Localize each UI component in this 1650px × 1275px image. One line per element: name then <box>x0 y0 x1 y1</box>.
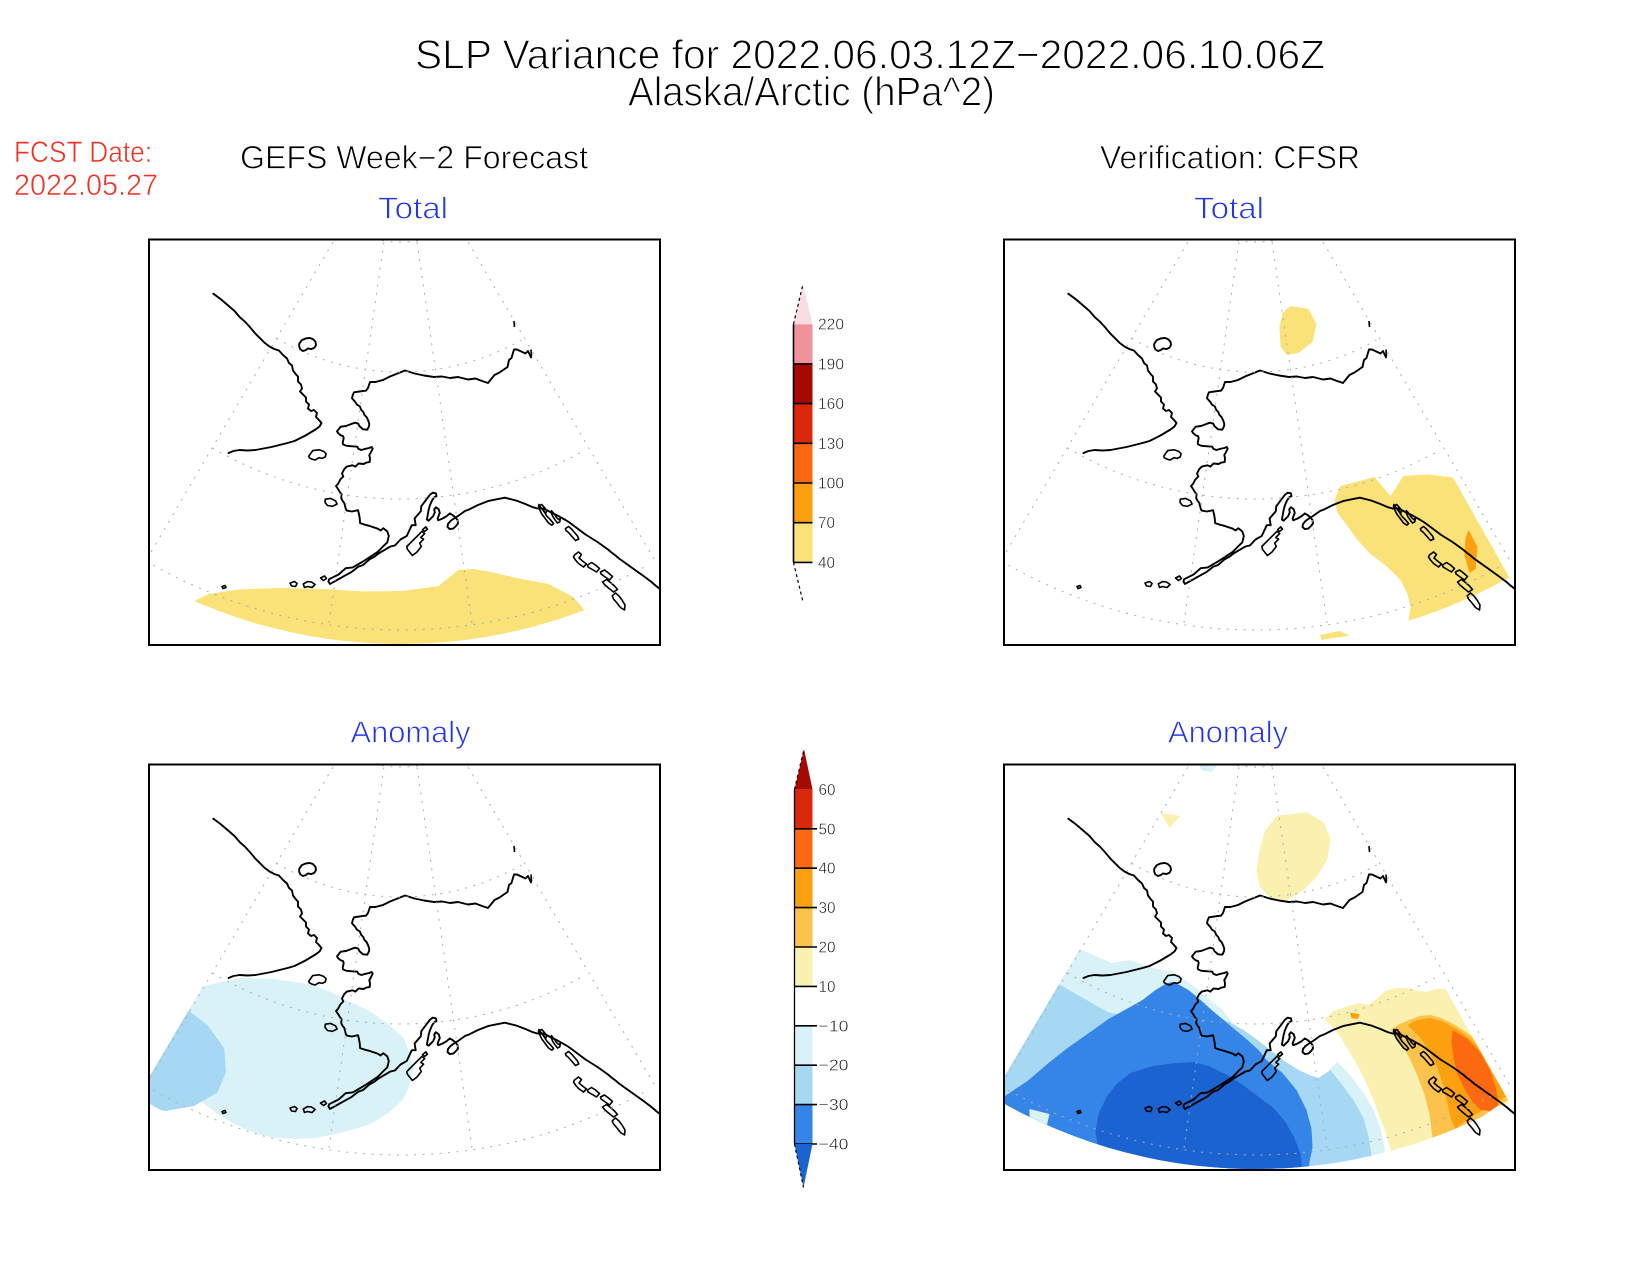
svg-text:FCST Date:: FCST Date: <box>14 136 152 169</box>
svg-text:40: 40 <box>818 555 835 572</box>
svg-text:−40: −40 <box>819 1137 849 1154</box>
svg-text:30: 30 <box>819 900 836 917</box>
svg-text:Total: Total <box>1194 191 1264 226</box>
svg-text:220: 220 <box>818 317 844 334</box>
svg-text:60: 60 <box>819 782 836 799</box>
svg-text:Verification: CFSR: Verification: CFSR <box>1100 140 1360 176</box>
svg-text:−10: −10 <box>819 1018 849 1035</box>
svg-text:−30: −30 <box>819 1097 849 1114</box>
svg-text:Anomaly: Anomaly <box>351 715 471 750</box>
svg-text:20: 20 <box>819 940 836 957</box>
svg-text:−20: −20 <box>819 1058 849 1075</box>
svg-text:190: 190 <box>818 356 844 373</box>
svg-text:2022.05.27: 2022.05.27 <box>14 169 158 202</box>
svg-text:100: 100 <box>818 476 844 493</box>
svg-text:Alaska/Arctic (hPa^2): Alaska/Arctic (hPa^2) <box>628 69 995 115</box>
svg-text:70: 70 <box>818 515 835 532</box>
svg-text:40: 40 <box>819 861 836 878</box>
svg-text:SLP Variance for 2022.06.03.12: SLP Variance for 2022.06.03.12Z−2022.06.… <box>415 32 1325 78</box>
svg-text:Total: Total <box>378 191 448 226</box>
svg-text:160: 160 <box>818 396 844 413</box>
svg-text:10: 10 <box>819 979 836 996</box>
svg-text:Anomaly: Anomaly <box>1168 715 1288 750</box>
svg-text:130: 130 <box>818 436 844 453</box>
svg-text:50: 50 <box>819 821 836 838</box>
svg-text:GEFS Week−2 Forecast: GEFS Week−2 Forecast <box>240 140 588 176</box>
